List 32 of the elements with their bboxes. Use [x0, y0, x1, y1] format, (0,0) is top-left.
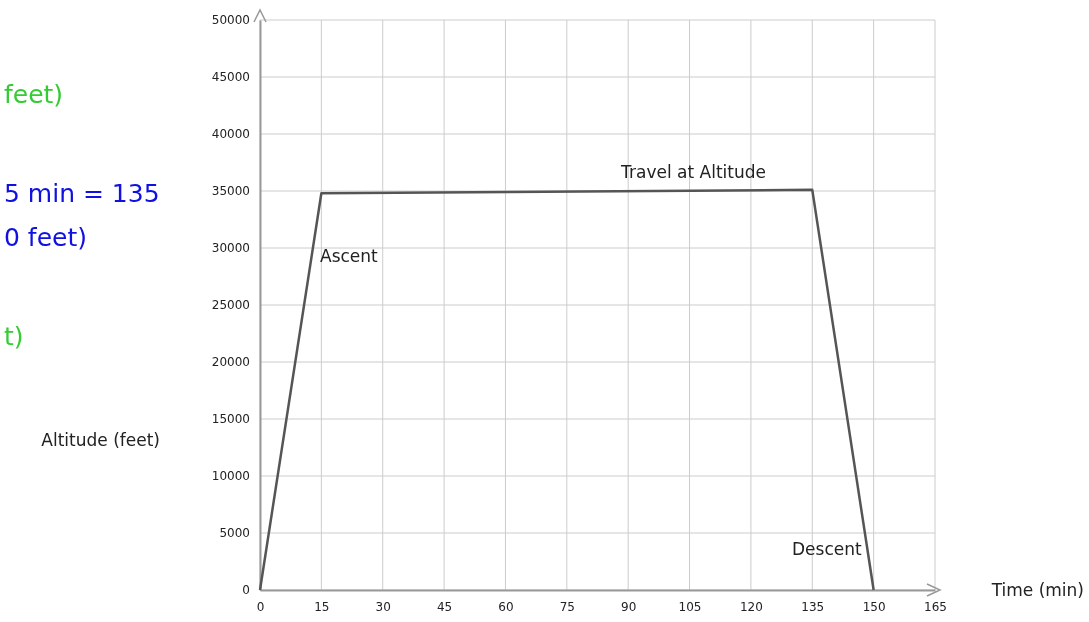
x-tick-label: 90 [621, 599, 637, 614]
x-tick-label: 120 [739, 599, 763, 614]
y-tick-label: 45000 [211, 70, 250, 85]
y-tick-label: 0 [242, 583, 250, 598]
x-tick-label: 60 [498, 599, 514, 614]
y-tick-label: 40000 [211, 127, 250, 142]
y-tick-label: 25000 [211, 298, 250, 313]
y-axis-title: Altitude (feet) [41, 430, 160, 450]
y-tick-label: 20000 [211, 355, 250, 370]
x-axis-title: Time (min) [990, 580, 1084, 600]
text: t) [4, 322, 24, 351]
text: 0 feet) [4, 223, 87, 252]
text: feet) [4, 80, 64, 109]
text: 5 min = 135 [4, 179, 160, 208]
x-tick-label: 30 [375, 599, 391, 614]
x-tick-label: 75 [559, 599, 575, 614]
y-tick-label: 35000 [211, 184, 250, 199]
annotation: Descent [791, 539, 862, 560]
x-tick-label: 150 [862, 599, 886, 614]
y-tick-label: 15000 [211, 412, 250, 427]
x-tick-label: 165 [924, 599, 947, 614]
annotation: Travel at Altitude [620, 161, 766, 182]
y-tick-label: 5000 [219, 526, 250, 541]
x-tick-label: 105 [678, 599, 702, 614]
x-tick-label: 135 [801, 599, 825, 614]
x-tick-label: 15 [314, 599, 330, 614]
x-tick-label: 45 [436, 599, 453, 614]
annotation: Ascent [320, 246, 379, 266]
x-tick-label: 0 [256, 599, 265, 614]
y-tick-label: 30000 [211, 241, 250, 256]
y-tick-label: 10000 [211, 469, 250, 484]
y-tick-label: 50000 [211, 13, 250, 28]
